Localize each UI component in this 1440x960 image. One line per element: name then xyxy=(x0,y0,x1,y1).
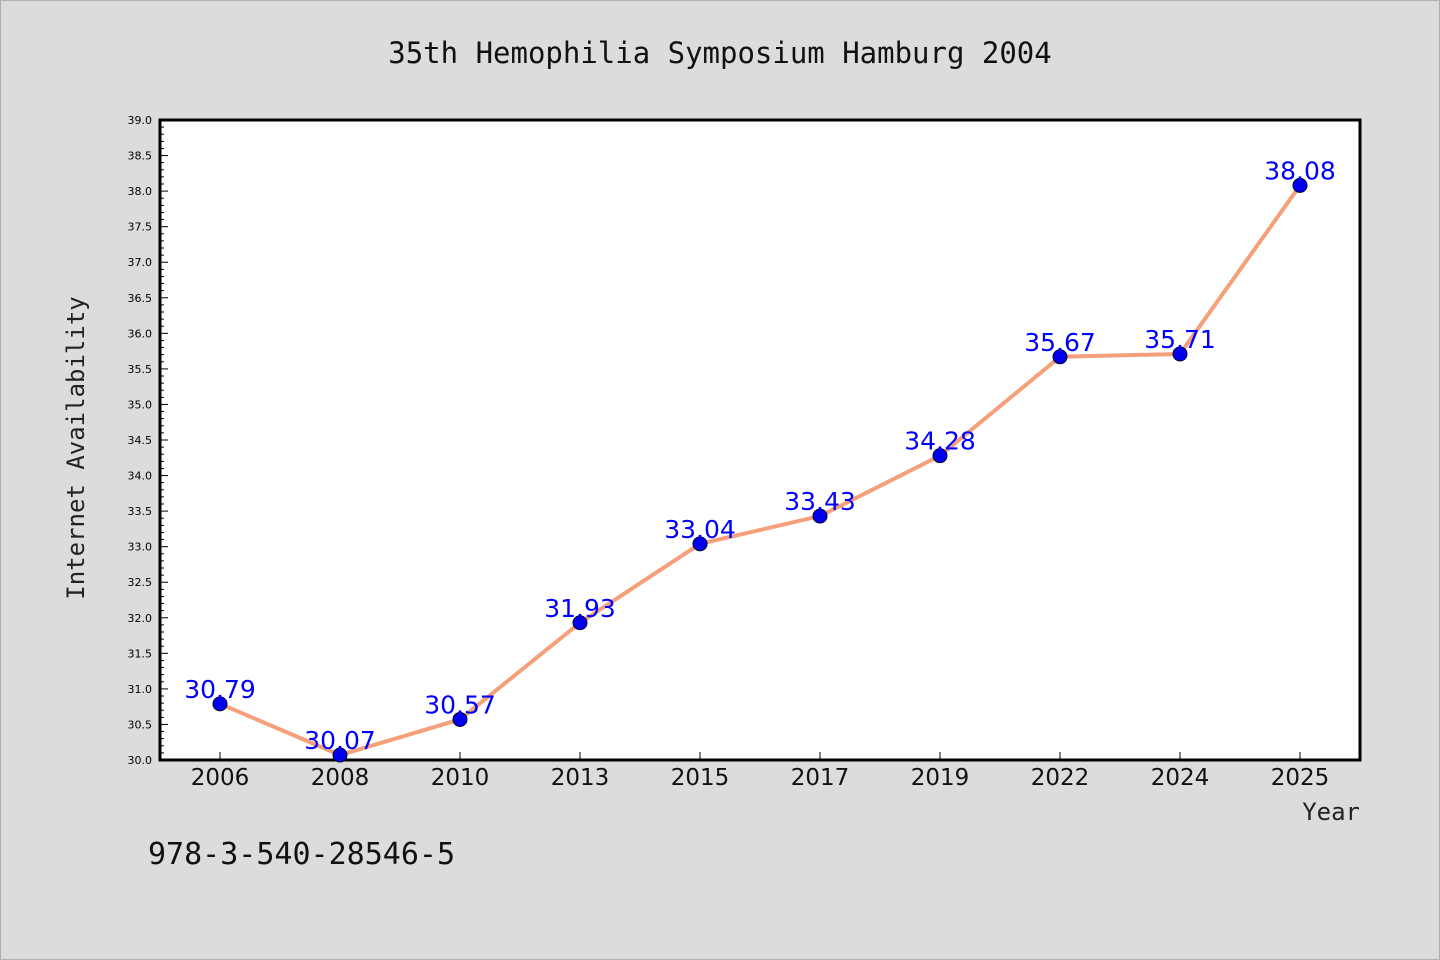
data-point xyxy=(1052,349,1068,365)
y-tick-label: 34.0 xyxy=(128,470,153,483)
series-line xyxy=(219,184,1302,758)
y-tick-label: 38.0 xyxy=(128,185,153,198)
y-tick-label: 33.5 xyxy=(128,505,153,518)
y-tick-label: 32.5 xyxy=(128,576,153,589)
y-tick-label: 36.0 xyxy=(128,327,153,340)
y-tick-label: 33.0 xyxy=(128,541,153,554)
y-axis: 30.0 30.5 31.0 31.5 32.0 32.5 33.0 33.5 34.0 34.5… xyxy=(128,114,168,767)
y-tick-label: 30.0 xyxy=(128,754,153,767)
y-tick-label: 34.5 xyxy=(128,434,153,447)
y-tick-label: 39.0 xyxy=(128,114,153,127)
y-tick-label: 35.5 xyxy=(128,363,153,376)
data-label: 33.43 xyxy=(784,487,856,516)
x-axis: 2006 2008 2010 2013 2015 2017 2019 2022 2024 2025 xyxy=(191,752,1330,791)
y-tick-label: 31.5 xyxy=(128,647,153,660)
data-label: 35.67 xyxy=(1024,328,1096,357)
data-label: 33.04 xyxy=(664,515,736,544)
x-tick-label: 2006 xyxy=(191,765,250,791)
chart-title: 35th Hemophilia Symposium Hamburg 2004 xyxy=(388,36,1051,70)
x-tick-label: 2010 xyxy=(431,765,490,791)
data-point xyxy=(1292,177,1308,193)
x-tick-label: 2025 xyxy=(1271,765,1330,791)
data-point xyxy=(332,747,348,763)
data-label: 30.79 xyxy=(184,675,256,704)
y-tick-label: 32.0 xyxy=(128,612,153,625)
x-tick-label: 2022 xyxy=(1031,765,1090,791)
plot-area xyxy=(158,118,1362,762)
data-label: 34.28 xyxy=(904,427,976,456)
data-point xyxy=(1172,346,1188,362)
y-tick-label: 35.0 xyxy=(128,398,153,411)
y-tick-label: 31.0 xyxy=(128,683,153,696)
data-point xyxy=(572,615,588,631)
y-tick-label: 38.5 xyxy=(128,150,153,163)
data-label: 35.71 xyxy=(1144,325,1216,354)
data-point xyxy=(452,711,468,727)
y-axis-title: Internet Availability xyxy=(62,296,90,599)
x-tick-label: 2024 xyxy=(1151,765,1210,791)
data-point xyxy=(212,696,228,712)
data-label: 30.07 xyxy=(304,726,376,755)
data-point xyxy=(812,508,828,524)
x-tick-label: 2019 xyxy=(911,765,970,791)
y-tick-label: 36.5 xyxy=(128,292,153,305)
x-tick-label: 2017 xyxy=(791,765,850,791)
x-tick-label: 2008 xyxy=(311,765,370,791)
data-label: 30.57 xyxy=(424,690,496,719)
data-label: 38.08 xyxy=(1264,156,1336,185)
data-series: 30.79 30.07 30.57 31.93 33.04 33.43 34.28 35.67… xyxy=(184,156,1336,763)
x-tick-label: 2013 xyxy=(551,765,610,791)
data-point xyxy=(932,448,948,464)
x-tick-label: 2015 xyxy=(671,765,730,791)
data-point xyxy=(692,536,708,552)
data-label: 31.93 xyxy=(544,594,616,623)
footnote-isbn: 978-3-540-28546-5 xyxy=(148,837,455,872)
y-tick-label: 37.0 xyxy=(128,256,153,269)
y-tick-label: 30.5 xyxy=(128,718,153,731)
x-axis-title: Year xyxy=(1302,798,1360,826)
y-tick-label: 37.5 xyxy=(128,221,153,234)
